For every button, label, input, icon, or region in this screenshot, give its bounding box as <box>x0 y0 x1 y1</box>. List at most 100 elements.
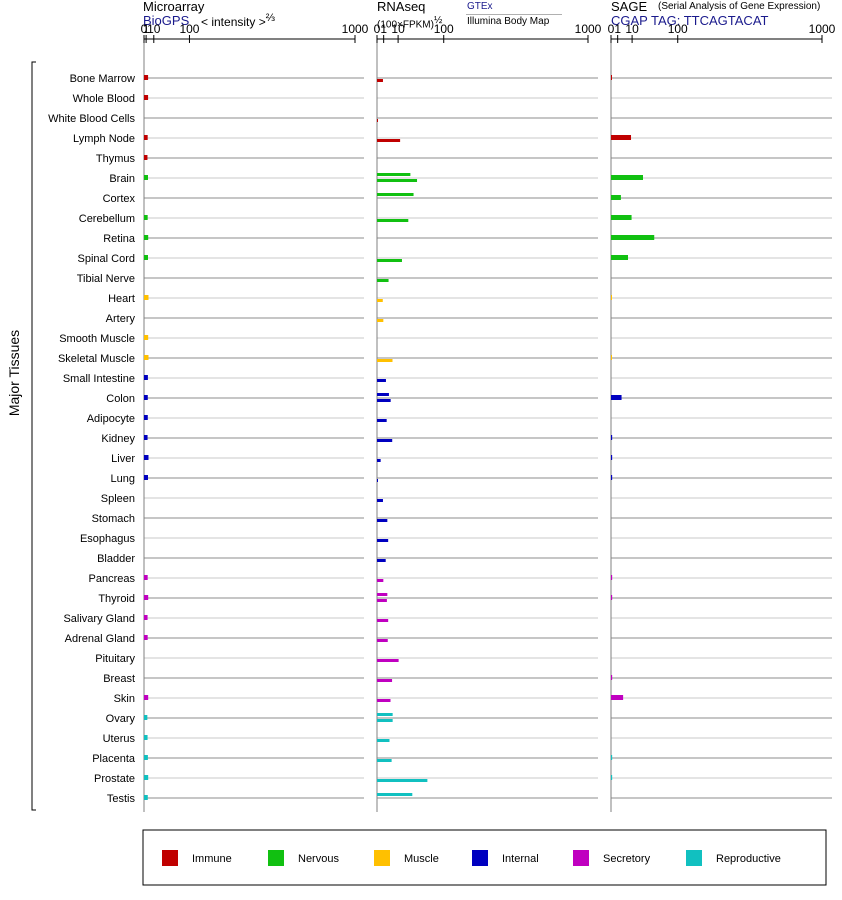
rnaseq-bodymap-bar <box>377 479 378 482</box>
rnaseq-tick-label: 0 <box>374 22 381 36</box>
rnaseq-source-divider <box>466 14 562 15</box>
tissue-label: Kidney <box>101 433 135 445</box>
microarray-bar <box>144 95 149 100</box>
rnaseq-bodymap-bar <box>377 699 391 702</box>
tissue-label: Retina <box>103 233 136 245</box>
rnaseq-unit-text: (100×FPKM) <box>377 19 434 31</box>
sage-tag-link[interactable]: CGAP TAG: TTCAGTACAT <box>611 13 769 28</box>
microarray-bar <box>144 755 148 760</box>
tissue-label: Cerebellum <box>79 213 135 225</box>
rnaseq-unit-exponent: ½ <box>433 15 443 26</box>
microarray-bar <box>144 75 149 80</box>
rnaseq-bodymap-bar <box>377 579 384 582</box>
rnaseq-bodymap-bar <box>377 719 393 722</box>
tissue-label: Bladder <box>97 553 135 565</box>
sage-bar <box>611 135 632 140</box>
tissue-label: Testis <box>107 793 136 805</box>
rnaseq-bodymap-bar <box>377 319 384 322</box>
microarray-source-link[interactable]: BioGPS <box>143 13 190 28</box>
rnaseq-bodymap-bar <box>377 499 383 502</box>
rnaseq-bodymap-bar <box>377 79 383 82</box>
rnaseq-bodymap-bar <box>377 559 386 562</box>
rnaseq-bodymap-bar <box>377 219 409 222</box>
legend-label-secretory: Secretory <box>603 853 651 865</box>
tissue-label: Whole Blood <box>73 93 135 105</box>
sage-tick-label: 10 <box>625 22 639 36</box>
tissue-label: Lymph Node <box>73 133 135 145</box>
legend-label-nervous: Nervous <box>298 853 339 865</box>
rnaseq-gtex-bar <box>377 593 388 596</box>
rnaseq-bodymap-bar <box>377 599 387 602</box>
rnaseq-bodymap-bar <box>377 119 378 122</box>
microarray-bar <box>144 335 149 340</box>
rnaseq-gtex-bar <box>377 713 393 716</box>
microarray-bar <box>144 615 148 620</box>
microarray-tick-label: 1 <box>143 22 150 36</box>
sage-bar <box>611 595 613 600</box>
rnaseq-gtex-bar <box>377 393 389 396</box>
y-axis-bracket <box>31 61 36 811</box>
legend-swatch-muscle <box>374 850 390 866</box>
tissue-label: Bone Marrow <box>70 73 135 85</box>
sage-bar <box>611 755 613 760</box>
bars <box>144 75 655 800</box>
tissue-label: Stomach <box>92 513 135 525</box>
microarray-bar <box>144 575 148 580</box>
rnaseq-bodymap-bar <box>377 439 393 442</box>
rnaseq-tick-label: 10 <box>391 22 405 36</box>
rnaseq-bodymap-bar <box>377 419 387 422</box>
rnaseq-bodymap-bar <box>377 299 383 302</box>
tissue-label: Liver <box>111 453 135 465</box>
rnaseq-bodymap-bar <box>377 139 401 142</box>
sage-subtitle: (Serial Analysis of Gene Expression) <box>658 1 821 12</box>
microarray-bar <box>144 175 148 180</box>
rnaseq-tick-label: 1000 <box>575 22 602 36</box>
microarray-bar <box>144 155 148 160</box>
tissue-label: Uterus <box>103 733 136 745</box>
tissue-label: Thymus <box>96 153 136 165</box>
microarray-bar <box>144 355 149 360</box>
legend: Immune Nervous Muscle Internal Secretory Repr… <box>142 829 827 886</box>
tissue-label: Colon <box>106 393 135 405</box>
rnaseq-bodymap-bar <box>377 399 391 402</box>
gtex-source-link[interactable]: GTEx <box>467 1 493 12</box>
tissue-label: Pancreas <box>89 573 136 585</box>
microarray-bar <box>144 695 149 700</box>
rnaseq-bodymap-bar <box>377 359 393 362</box>
rnaseq-bodymap-bar <box>377 679 393 682</box>
sage-tick-label: 100 <box>668 22 688 36</box>
microarray-unit: < intensity >⅔ <box>201 12 275 29</box>
rnaseq-bodymap-bar <box>377 639 388 642</box>
rnaseq-bodymap-bar <box>377 779 428 782</box>
microarray-bar <box>144 295 149 300</box>
tissue-label: Adipocyte <box>87 413 135 425</box>
legend-swatch-reproductive <box>686 850 702 866</box>
sage-bar <box>611 395 622 400</box>
microarray-bar <box>144 435 148 440</box>
microarray-bar <box>144 595 149 600</box>
microarray-tick-label: 100 <box>179 22 199 36</box>
sage-tick-label: 1 <box>614 22 621 36</box>
microarray-bar <box>144 475 148 480</box>
rnaseq-bodymap-bar <box>377 619 389 622</box>
microarray-bar <box>144 735 148 740</box>
rnaseq-gtex-bar <box>377 193 414 196</box>
microarray-title: Microarray <box>143 0 205 14</box>
row-labels: Bone Marrow Whole Blood White Blood Cells L… <box>48 73 136 805</box>
sage-tick-label: 0 <box>608 22 615 36</box>
sage-bar <box>611 355 612 360</box>
sage-bar <box>611 75 612 80</box>
rnaseq-bodymap-bar <box>377 379 386 382</box>
sage-bar <box>611 235 655 240</box>
tissue-label: Salivary Gland <box>63 613 135 625</box>
sage-bar <box>611 195 621 200</box>
legend-swatch-secretory <box>573 850 589 866</box>
microarray-bar <box>144 795 148 800</box>
y-axis-label: Major Tissues <box>6 330 22 416</box>
rnaseq-bodymap-bar <box>377 539 389 542</box>
rnaseq-bodymap-bar <box>377 759 392 762</box>
microarray-unit-text: < intensity > <box>201 15 266 29</box>
microarray-tick-label: 10 <box>147 22 161 36</box>
microarray-bar <box>144 775 149 780</box>
